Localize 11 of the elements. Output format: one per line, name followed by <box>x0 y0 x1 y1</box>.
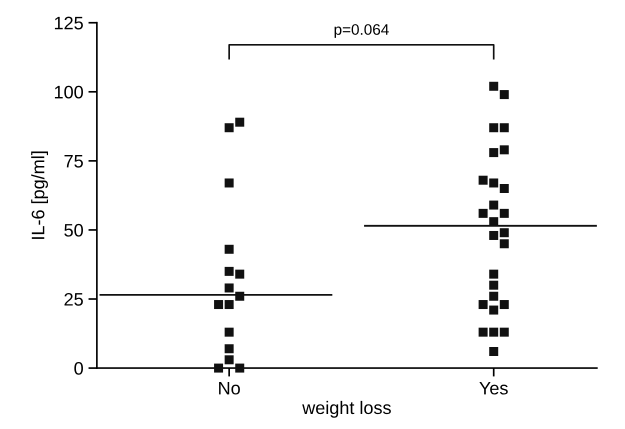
y-tick-label: 0 <box>74 362 83 375</box>
x-tick-label: Yes <box>479 382 508 395</box>
y-axis-title: IL-6 [pg/ml] <box>31 152 48 239</box>
annotation: p=0.064 <box>334 24 389 38</box>
x-tick-label: No <box>219 382 240 395</box>
y-tick-label: 125 <box>54 16 83 30</box>
y-tick-label: 75 <box>64 154 83 168</box>
y-tick-label: 50 <box>64 224 83 237</box>
y-tick-label: 25 <box>64 292 83 306</box>
x-axis-title: weight loss <box>302 400 391 418</box>
y-tick-label: 100 <box>54 86 83 99</box>
